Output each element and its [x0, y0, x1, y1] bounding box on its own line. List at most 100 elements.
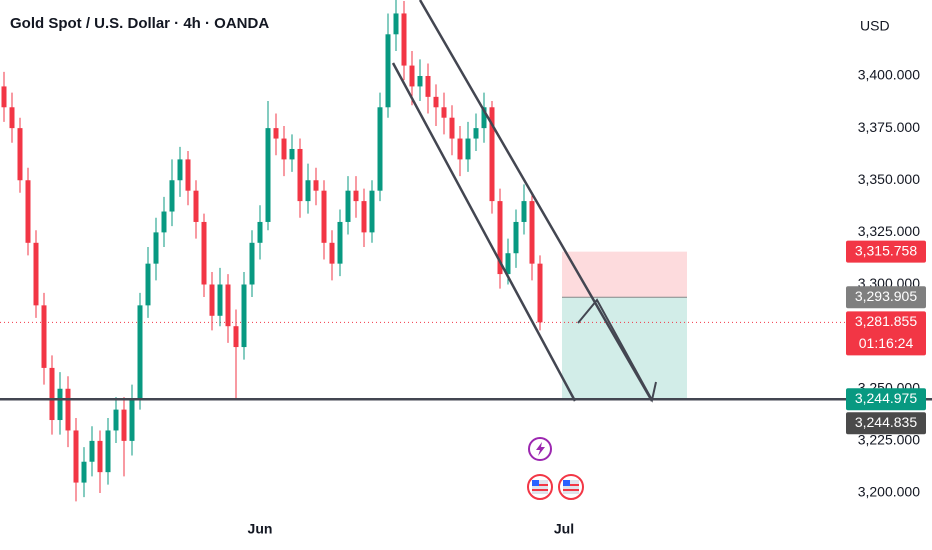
y-tick-label: 3,225.000: [858, 432, 920, 448]
candle-body: [361, 201, 367, 233]
candle-body: [473, 128, 479, 139]
flag-stripes: [532, 489, 548, 491]
candle-body: [401, 13, 407, 66]
candle-body: [537, 263, 543, 323]
projection-arrow: [577, 298, 657, 403]
candle-body: [241, 284, 247, 348]
candle-body: [193, 190, 199, 222]
candle-body: [257, 221, 263, 243]
candle-body: [441, 107, 447, 118]
stop-zone: [562, 251, 687, 298]
candle-body: [321, 190, 327, 243]
candle-body: [113, 409, 119, 431]
candle-body: [273, 128, 279, 139]
candle-body: [1, 86, 7, 108]
candle-body: [409, 65, 415, 87]
candle-body: [65, 388, 71, 431]
y-tick-label: 3,350.000: [858, 171, 920, 187]
candle-body: [137, 305, 143, 400]
candle-body: [505, 253, 511, 275]
flag-stripes: [532, 484, 548, 486]
candle-body: [233, 326, 239, 348]
price-badge-label: 3,315.758: [855, 242, 917, 258]
drawings: [0, 251, 846, 400]
candle-body: [121, 409, 127, 441]
candle-body: [513, 221, 519, 254]
candles: [1, 0, 543, 502]
candle-body: [185, 159, 191, 191]
candle-body: [489, 107, 495, 202]
y-tick-label: 3,200.000: [858, 484, 920, 500]
countdown: 01:16:24: [859, 335, 914, 351]
candle-body: [353, 190, 359, 202]
price-badge-label: 3,244.975: [855, 390, 917, 406]
price-badge-label: 3,281.855: [855, 313, 917, 329]
candle-body: [129, 399, 135, 441]
candle-body: [209, 284, 215, 316]
candle-body: [449, 117, 455, 139]
candle-body: [457, 138, 463, 160]
candle-body: [281, 138, 287, 160]
candle-body: [9, 107, 15, 129]
channel: [391, 0, 657, 403]
y-tick-label: 3,375.000: [858, 119, 920, 135]
candle-body: [57, 388, 63, 421]
candle-body: [433, 96, 439, 108]
candle-body: [305, 180, 311, 202]
candle-body: [25, 180, 31, 243]
chart-title: Gold Spot / U.S. Dollar · 4h · OANDA: [10, 15, 269, 32]
candle-body: [313, 180, 319, 191]
candle-body: [169, 180, 175, 212]
candle-body: [265, 128, 271, 222]
candle-body: [161, 211, 167, 233]
candle-body: [41, 305, 47, 368]
candle-body: [497, 201, 503, 275]
candle-body: [225, 284, 231, 327]
candle-body: [481, 107, 487, 129]
candle-body: [393, 13, 399, 35]
candle-body: [249, 242, 255, 285]
candle-body: [145, 263, 151, 306]
candle-body: [345, 190, 351, 222]
price-badge: [846, 286, 926, 309]
candle-body: [465, 138, 471, 160]
candle-body: [153, 232, 159, 264]
y-tick-label: 3,400.000: [858, 67, 920, 83]
candle-body: [81, 461, 87, 483]
currency: USD: [860, 18, 890, 34]
x-tick-label: Jul: [554, 521, 574, 537]
candle-body: [105, 430, 111, 473]
price-badge: [846, 311, 926, 356]
candle-body: [97, 440, 103, 473]
candle-body: [297, 148, 303, 202]
y-tick-label: 3,325.000: [858, 223, 920, 239]
flag-canton: [532, 480, 539, 486]
events: [527, 437, 584, 500]
price-badge: [846, 388, 926, 411]
candle-body: [425, 75, 431, 97]
candle-body: [49, 367, 55, 421]
candle-body: [329, 242, 335, 264]
flag-stripes: [563, 489, 579, 491]
candle-body: [337, 221, 343, 264]
channel-line: [418, 0, 654, 402]
candle-body: [385, 34, 391, 108]
flag-canton: [563, 480, 570, 486]
candle-body: [369, 190, 375, 233]
price-badge: [846, 412, 926, 435]
candle-body: [33, 242, 39, 306]
candle-body: [177, 159, 183, 181]
price-badge-label: 3,293.905: [855, 288, 917, 304]
flag-stripes: [563, 484, 579, 486]
channel-line: [391, 62, 577, 402]
candle-body: [201, 221, 207, 285]
price-badge-label: 3,244.835: [855, 414, 917, 430]
candle-body: [417, 75, 423, 87]
candle-body: [217, 284, 223, 316]
candle-body: [89, 440, 95, 462]
candle-body: [377, 107, 383, 191]
candle-body: [521, 201, 527, 222]
lightning: [536, 442, 545, 456]
candle-body: [73, 430, 79, 483]
